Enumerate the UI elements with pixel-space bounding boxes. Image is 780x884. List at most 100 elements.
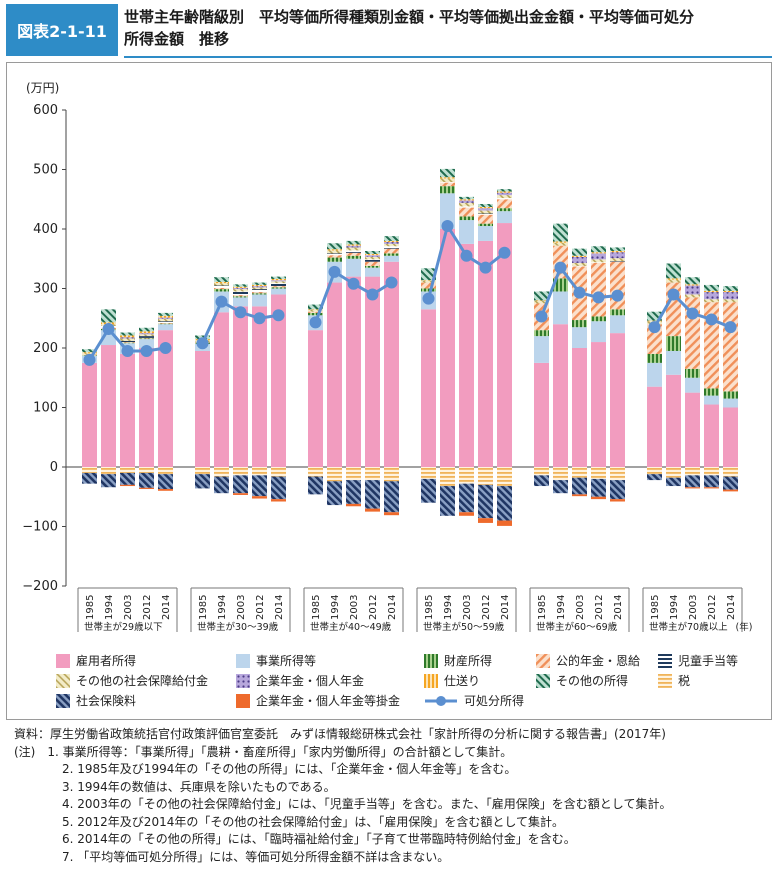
bar-segment-social [459, 483, 474, 513]
bar-segment-remit [120, 335, 135, 338]
figure-title: 世帯主年齢階級別 平均等価所得種類別金額・平均等価拠出金金額・平均等価可処分 所… [124, 6, 772, 50]
bar-segment-tax [440, 467, 455, 487]
legend-swatch-business [236, 653, 250, 668]
bar-segment-pension [384, 248, 399, 254]
bar-segment-corppen [384, 242, 399, 244]
bar-segment-otherinc [572, 248, 587, 256]
legend-employee: 雇用者所得 [56, 652, 136, 669]
bar-segment-property [271, 287, 286, 289]
disposable-point [724, 321, 737, 334]
bar-segment-corpdep [365, 508, 380, 512]
bar-segment-tax [610, 467, 625, 481]
bar-segment-otherinc [497, 189, 512, 192]
stacked-bar-chart: (万円) 600 500 400 300 200 100 0 −100 −200 1985 199… [22, 81, 752, 633]
bar-segment-social [214, 476, 229, 494]
bar-segment-tax [120, 467, 135, 473]
legend-label-social: 社会保険料 [76, 694, 137, 708]
note-2: 2. 1985年及び1994年の「その他の所得」には、「企業年金・個人年金等」を… [62, 762, 517, 776]
bar-segment-property [346, 255, 361, 259]
bar-segment-corpdep [591, 496, 606, 500]
bar-segment-pension [459, 207, 474, 217]
bar-segment-pension [723, 302, 738, 392]
bar-segment-business [478, 226, 493, 241]
y-axis: 600 500 400 300 200 100 0 −100 −200 [22, 103, 734, 594]
bar-segment-property [214, 289, 229, 292]
disposable-point [366, 288, 379, 301]
x-tick-label-year: 2014 [161, 595, 172, 620]
bar-segment-employee [252, 306, 267, 467]
bar-segment-business [685, 377, 700, 393]
bar-segment-pension [610, 261, 625, 310]
bar-segment-corppen [704, 292, 719, 300]
bar-segment-tax [553, 467, 568, 481]
title-line-2: 所得金額 推移 [124, 30, 230, 48]
bar-segment-corppen [723, 292, 738, 300]
bar-segment-tax [82, 467, 97, 473]
bar-segment-corppen [572, 256, 587, 263]
bar-segment-property [459, 216, 474, 221]
bar-segment-property [685, 368, 700, 378]
bar-segment-otherinc [553, 223, 568, 242]
disposable-point [253, 312, 266, 325]
bar-segment-otherinc [327, 243, 342, 250]
x-tick-label-year: 1985 [311, 595, 322, 620]
note-3: 3. 1994年の数値は、兵庫県を除いたものである。 [62, 779, 336, 794]
bar-segment-pension [440, 182, 455, 187]
y-tick-label: 100 [33, 401, 58, 416]
legend-swatch-disposable [425, 695, 457, 706]
bar-segment-social [723, 476, 738, 490]
bar-segment-tax [327, 467, 342, 482]
disposable-point [234, 306, 247, 319]
bar-segment-social [308, 476, 323, 495]
x-tick-label-year: 2012 [707, 595, 718, 620]
bar-segment-othersec [440, 178, 455, 182]
y-tick-label: 200 [33, 341, 58, 356]
bar-segment-property [384, 253, 399, 256]
bar-segment-business [384, 255, 399, 262]
bar-segment-social [572, 477, 587, 495]
legend-disposable: 可処分所得 [424, 692, 524, 709]
bar-segment-remit [365, 253, 380, 256]
disposable-point [102, 322, 115, 335]
bar-segment-employee [139, 348, 154, 467]
bar-segment-social [553, 480, 568, 494]
legend-swatch-social [56, 693, 70, 708]
bar-segment-othersec [120, 338, 135, 341]
legend-label-othersec: その他の社会保障給付金 [76, 674, 209, 688]
note-7: 7. 「平均等価可処分所得」には、等価可処分所得金額不詳は含まない。 [62, 849, 450, 864]
bar-segment-tax [459, 467, 474, 484]
disposable-point [705, 313, 718, 326]
bar-segment-othersec [384, 243, 399, 247]
bar-segment-othersec [610, 258, 625, 262]
bar-segment-property [308, 312, 323, 316]
bar-segment-social [101, 474, 116, 488]
x-tick-label-year: 1994 [217, 595, 228, 620]
bar-segment-corppen [478, 208, 493, 211]
bar-segment-otherinc [704, 284, 719, 291]
bar-segment-othersec [553, 242, 568, 246]
bar-segment-property [704, 388, 719, 396]
x-tick-label-year: 1994 [104, 595, 115, 620]
disposable-point [535, 310, 548, 323]
bar-segment-property [233, 296, 248, 298]
bar-segment-othersec [214, 283, 229, 286]
disposable-point [328, 265, 341, 278]
disposable-point [460, 249, 473, 262]
bar-series [82, 168, 738, 526]
legend-otherinc: その他の所得 [536, 672, 628, 689]
bar-segment-otherinc [82, 349, 97, 353]
bar-segment-corpdep [497, 520, 512, 526]
bar-segment-business [572, 327, 587, 348]
legend-swatch-otherinc [536, 673, 550, 688]
bar-segment-employee [384, 261, 399, 467]
bar-segment-tax [666, 467, 681, 478]
bar-segment-tax [233, 467, 248, 476]
bar-segment-otherinc [723, 286, 738, 291]
bar-segment-otherinc [214, 277, 229, 282]
disposable-point [309, 316, 322, 329]
bar-segment-child [478, 213, 493, 215]
bar-segment-otherinc [233, 284, 248, 287]
bar-segment-child [384, 246, 399, 249]
bar-segment-remit [308, 309, 323, 310]
